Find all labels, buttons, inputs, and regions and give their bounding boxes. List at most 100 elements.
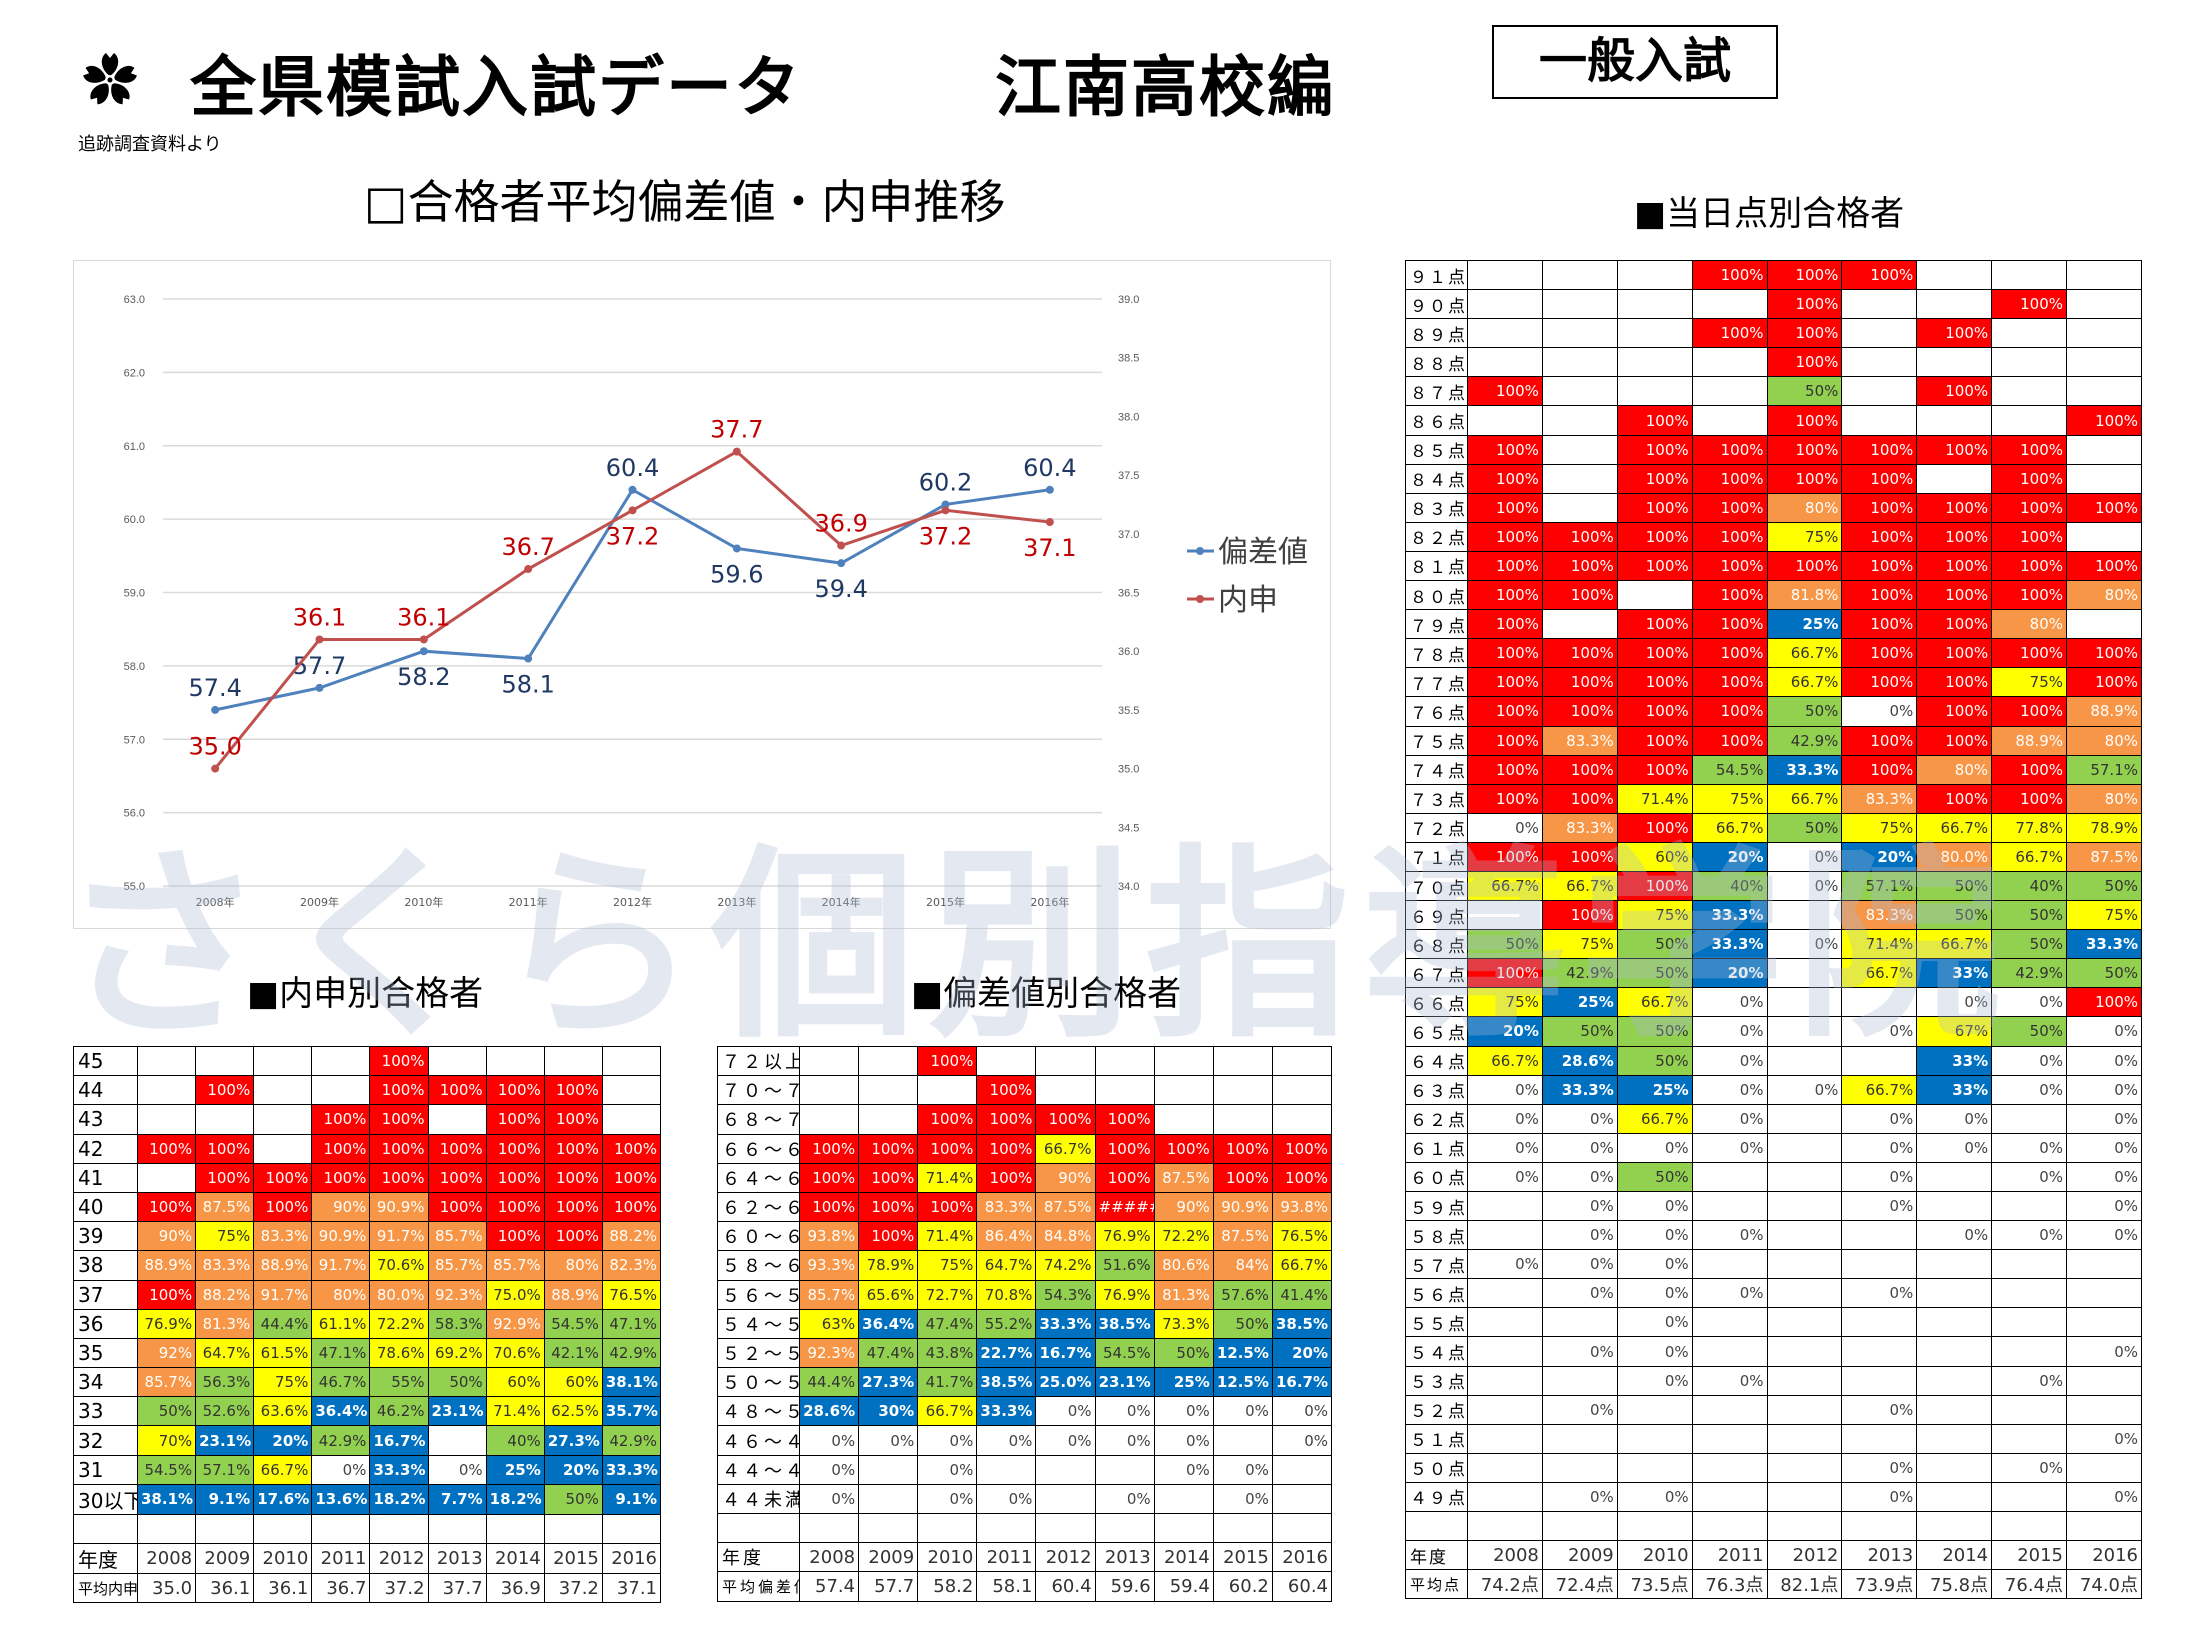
- pass-rate-cell: 47.4%: [858, 1337, 919, 1369]
- pass-rate-cell: [1841, 347, 1918, 378]
- pass-rate-cell: 0%: [1153, 1396, 1214, 1427]
- pass-rate-cell: [1916, 1336, 1993, 1367]
- pass-rate-cell: [1541, 1365, 1618, 1396]
- pass-rate-cell: 100%: [601, 1133, 662, 1164]
- table-row: ６９点 100% 75% 33.3% 83.3% 50% 50% 75%: [1405, 900, 2142, 931]
- pass-rate-cell: [1766, 1103, 1843, 1134]
- pass-rate-cell: 100%: [1616, 725, 1693, 756]
- table-row: ７０点 66.7% 66.7% 100% 40% 0% 57.1% 50% 40% 50%: [1405, 870, 2142, 902]
- x-axis-tick-label: 2011年: [509, 895, 548, 909]
- year-cell: 2016: [1271, 1542, 1333, 1573]
- data-label: 37.2: [919, 522, 972, 550]
- pass-rate-cell: 0%: [1467, 1249, 1543, 1280]
- pass-rate-cell: 88.9%: [2066, 696, 2142, 727]
- average-cell: 36.1: [253, 1572, 313, 1604]
- data-point: [1045, 518, 1054, 527]
- pass-rate-cell: 100%: [1916, 580, 1993, 611]
- pass-rate-cell: [195, 1045, 255, 1077]
- pass-rate-cell: 74.2%: [1035, 1250, 1096, 1281]
- pass-rate-cell: 88.9%: [1991, 725, 2067, 756]
- school-title: 江南高校編: [995, 49, 1335, 126]
- year-cell: 2016: [2066, 1540, 2142, 1571]
- empty-cell: [1271, 1512, 1333, 1544]
- pass-rate-cell: 50%: [1467, 929, 1543, 960]
- row-label: ５２～５４: [717, 1337, 800, 1369]
- row-label: ６６点: [1405, 987, 1468, 1018]
- pass-rate-cell: 100%: [858, 1133, 919, 1164]
- row-label: ５５点: [1405, 1307, 1468, 1338]
- pass-rate-cell: 83.3%: [1541, 812, 1618, 843]
- pass-rate-cell: 100%: [798, 1162, 860, 1193]
- table-row: ８２点 100% 100% 100% 100% 75% 100% 100% 100%: [1405, 521, 2142, 552]
- blank-row: [73, 1513, 662, 1545]
- pass-rate-cell: 0%: [1991, 1074, 2067, 1105]
- pass-rate-cell: 33.3%: [1035, 1308, 1096, 1339]
- pass-rate-cell: [427, 1104, 487, 1135]
- pass-rate-cell: 66.7%: [1616, 1103, 1693, 1134]
- year-row: 年度 2008 2009 2010 2011 2012 2013 2014 2015 2016: [1405, 1540, 2142, 1571]
- row-label: ４８～５０: [717, 1396, 800, 1427]
- pass-rate-cell: 0%: [1616, 1132, 1693, 1163]
- pass-rate-cell: 75%: [1841, 812, 1918, 843]
- legend-label: 内申: [1218, 583, 1278, 618]
- average-cell: 73.9点: [1841, 1569, 1918, 1600]
- pass-rate-cell: [1467, 318, 1543, 349]
- pass-rate-cell: 60%: [543, 1367, 603, 1398]
- score-pass-rate-table: ９１点以上100%100%100%９０点100%100%８９点100%100%1…: [1405, 259, 2142, 1600]
- pass-rate-cell: 100%: [1541, 900, 1618, 931]
- pass-rate-cell: 66.7%: [1766, 783, 1843, 814]
- pass-rate-cell: 100%: [1467, 463, 1543, 494]
- pass-rate-cell: [1916, 405, 1993, 436]
- pass-rate-cell: 100%: [1691, 463, 1768, 494]
- average-cell: 59.4: [1153, 1571, 1214, 1602]
- pass-rate-cell: 42.9%: [1766, 725, 1843, 756]
- pass-rate-cell: [253, 1133, 313, 1164]
- data-label: 35.0: [188, 733, 241, 761]
- data-label: 59.6: [710, 560, 763, 588]
- table-row: 37 100% 88.2% 91.7% 80% 80.0% 92.3% 75.0% 88.9% 7…: [73, 1279, 662, 1310]
- table-row: ８６点 100% 100% 100%: [1405, 405, 2142, 436]
- pass-rate-cell: [858, 1104, 919, 1135]
- table-row: ６７点 100% 42.9% 50% 20% 66.7% 33% 42.9% 50%: [1405, 958, 2142, 989]
- pass-rate-cell: 63%: [798, 1308, 860, 1339]
- pass-rate-cell: 100%: [1541, 550, 1618, 582]
- pass-rate-cell: 90%: [136, 1221, 197, 1252]
- row-label: ６１点: [1405, 1132, 1468, 1163]
- pass-rate-cell: 100%: [543, 1162, 603, 1193]
- table-row: ６１点 0% 0% 0% 0% 0% 0% 0% 0%: [1405, 1132, 2142, 1163]
- pass-rate-cell: [1094, 1045, 1155, 1077]
- pass-rate-cell: 57.1%: [1841, 870, 1918, 902]
- pass-rate-cell: 100%: [1616, 405, 1693, 436]
- pass-rate-cell: 16.7%: [1035, 1337, 1096, 1369]
- row-label: ５２点: [1405, 1394, 1468, 1425]
- pass-rate-cell: 100%: [195, 1075, 255, 1106]
- pass-rate-cell: 73.3%: [1153, 1308, 1214, 1339]
- data-point: [524, 565, 533, 574]
- pass-rate-cell: 100%: [1467, 376, 1543, 407]
- pass-rate-cell: 9.1%: [601, 1483, 662, 1515]
- pass-rate-cell: 100%: [1616, 463, 1693, 494]
- pass-rate-cell: 0%: [1541, 1103, 1618, 1134]
- year-cell: 2010: [1616, 1540, 1693, 1571]
- pass-rate-cell: 57.1%: [195, 1454, 255, 1485]
- pass-rate-cell: 42.9%: [601, 1425, 662, 1456]
- pass-rate-cell: [1691, 1336, 1768, 1367]
- row-label: ７６点: [1405, 696, 1468, 727]
- pass-rate-cell: [1467, 259, 1543, 291]
- pass-rate-cell: 90%: [311, 1191, 371, 1223]
- pass-rate-cell: [976, 1454, 1037, 1485]
- right-axis-tick-label: 38.5: [1118, 353, 1139, 365]
- pass-rate-cell: [1766, 1220, 1843, 1251]
- pass-rate-cell: 61.1%: [311, 1308, 371, 1339]
- row-label: ７４点: [1405, 754, 1468, 785]
- table-row: ５０～５２44.4%27.3%41.7%38.5%25.0%23.1%25%12…: [717, 1367, 1333, 1398]
- pass-rate-cell: 100%: [1467, 958, 1543, 989]
- pass-rate-cell: 56.3%: [195, 1367, 255, 1398]
- row-label: ６８点: [1405, 929, 1468, 960]
- pass-rate-cell: [1153, 1045, 1214, 1077]
- pass-rate-cell: 93.3%: [798, 1250, 860, 1281]
- row-label: 37: [73, 1279, 138, 1310]
- table-row: ４６～４８0%0%0%0%0%0%0%0%: [717, 1425, 1333, 1456]
- row-label: ７２点: [1405, 812, 1468, 843]
- pass-rate-cell: 33.3%: [1691, 900, 1768, 931]
